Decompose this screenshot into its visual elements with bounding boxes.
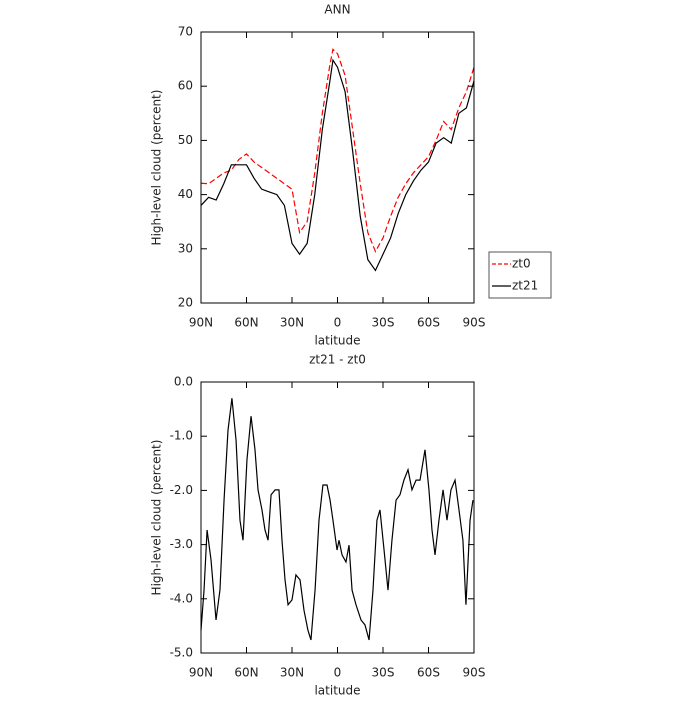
y-tick-label: -5.0 — [170, 646, 193, 660]
x-tick-label: 30S — [372, 666, 395, 680]
x-tick-label: 0 — [334, 666, 342, 680]
y-tick-label: 50 — [178, 133, 193, 147]
y-tick-label: 0.0 — [174, 375, 193, 389]
chart-title: ANN — [324, 3, 350, 17]
legend-box — [488, 251, 552, 299]
x-tick-label: 30S — [372, 316, 395, 330]
legend-label: zt0 — [512, 257, 531, 271]
data-line — [200, 58, 475, 272]
plot-frame — [200, 31, 475, 304]
y-tick-label: -1.0 — [170, 429, 193, 443]
y-tick-label: 40 — [178, 187, 193, 201]
y-tick-label: -4.0 — [170, 591, 193, 605]
x-tick-label: 0 — [334, 316, 342, 330]
y-axis-label: High-level cloud (percent) — [150, 440, 164, 596]
x-tick-label: 60S — [417, 316, 440, 330]
y-axis-label: High-level cloud (percent) — [150, 90, 164, 246]
x-tick-label: 60N — [234, 316, 258, 330]
x-tick-label: 90N — [189, 666, 213, 680]
plot-frame — [200, 381, 475, 654]
x-tick-label: 90S — [463, 666, 486, 680]
x-tick-label: 60N — [234, 666, 258, 680]
x-tick-label: 90N — [189, 316, 213, 330]
x-tick-label: 60S — [417, 666, 440, 680]
x-axis-label: latitude — [314, 684, 360, 698]
y-tick-label: 60 — [178, 79, 193, 93]
data-line — [200, 398, 474, 641]
y-tick-label: 70 — [178, 25, 193, 39]
data-line — [200, 48, 475, 253]
x-tick-label: 90S — [463, 316, 486, 330]
chart-title: zt21 - zt0 — [309, 353, 366, 367]
x-tick-label: 30N — [280, 316, 304, 330]
y-tick-label: -2.0 — [170, 483, 193, 497]
y-tick-label: 30 — [178, 241, 193, 255]
x-axis-label: latitude — [314, 334, 360, 348]
y-tick-label: -3.0 — [170, 537, 193, 551]
legend-label: zt21 — [512, 279, 538, 293]
y-tick-label: 20 — [178, 296, 193, 310]
x-tick-label: 30N — [280, 666, 304, 680]
